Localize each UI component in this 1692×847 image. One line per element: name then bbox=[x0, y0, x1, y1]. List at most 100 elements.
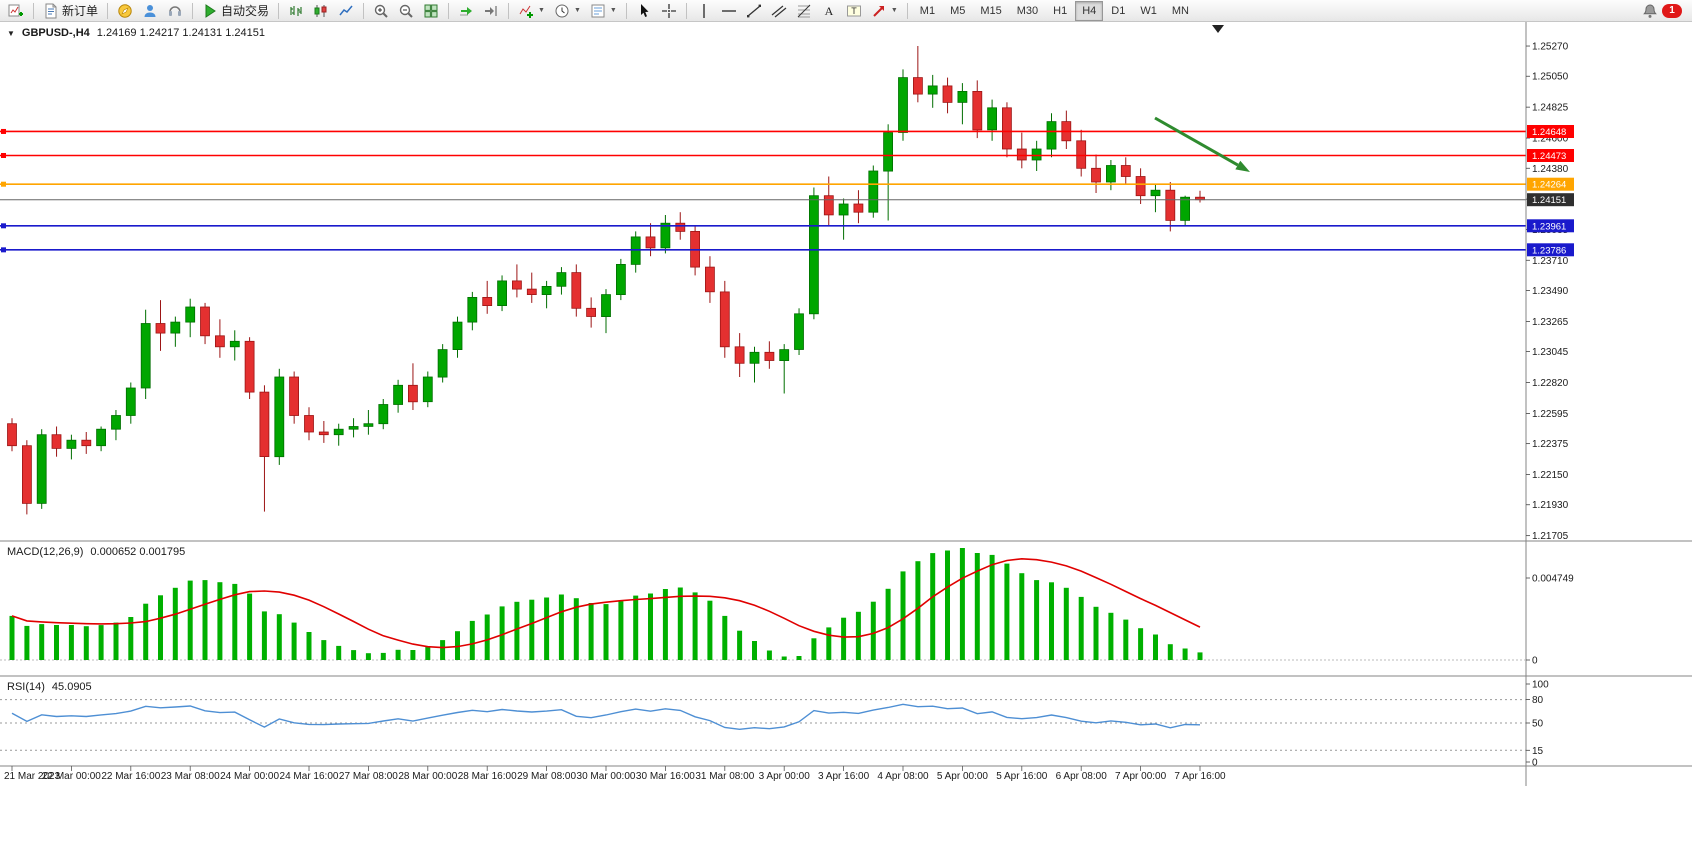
candle-body bbox=[927, 85, 938, 95]
candle-body bbox=[749, 351, 760, 364]
macd-histogram-bar bbox=[945, 550, 950, 660]
dropdown-arrow-icon[interactable]: ▼ bbox=[538, 7, 545, 14]
axis-price-label: 1.25270 bbox=[1532, 42, 1569, 53]
text-label-button[interactable]: T bbox=[842, 0, 866, 22]
zoom-in-button[interactable] bbox=[369, 0, 393, 22]
macd-histogram-bar bbox=[172, 587, 178, 660]
macd-histogram-bar bbox=[24, 625, 30, 660]
rsi-line bbox=[11, 703, 1201, 731]
dropdown-arrow-icon[interactable]: ▼ bbox=[609, 7, 617, 14]
macd-histogram-bar bbox=[766, 650, 772, 660]
toolbar-separator bbox=[625, 2, 627, 19]
tile-windows-button[interactable] bbox=[419, 0, 443, 22]
toolbar-separator bbox=[508, 2, 510, 19]
macd-histogram-bar bbox=[529, 599, 535, 660]
indicators-button[interactable]: ▼ bbox=[514, 0, 549, 22]
dropdown-arrow-icon[interactable]: ▼ bbox=[890, 7, 898, 14]
macd-histogram-bar bbox=[128, 617, 134, 660]
price-line-badge bbox=[1527, 177, 1574, 191]
macd-histogram-bar bbox=[900, 571, 906, 660]
periods-button[interactable]: ▼ bbox=[550, 0, 585, 22]
timeframe-d1-button[interactable]: D1 bbox=[1111, 4, 1126, 17]
candle-body bbox=[616, 263, 626, 295]
equidistant-channel-button[interactable] bbox=[767, 0, 791, 22]
price-panel[interactable] bbox=[0, 22, 1692, 847]
crosshair-button[interactable] bbox=[657, 0, 681, 22]
dropdown-arrow-icon[interactable]: ▼ bbox=[573, 7, 581, 14]
auto-scroll-button[interactable] bbox=[454, 0, 478, 22]
candle-body bbox=[675, 222, 686, 232]
timeframe-m5-button[interactable]: M5 bbox=[950, 4, 966, 17]
trend-arrow-object[interactable] bbox=[1154, 116, 1250, 172]
new-order-button[interactable]: 新订单 bbox=[39, 0, 102, 22]
trendline-button[interactable] bbox=[742, 0, 766, 22]
zoom-out-button[interactable] bbox=[394, 0, 418, 22]
bid-price-badge-text: 1.24151 bbox=[1532, 195, 1566, 206]
macd-histogram-bar bbox=[930, 553, 936, 660]
fibo-icon bbox=[796, 3, 812, 19]
text-button[interactable]: A bbox=[817, 0, 841, 22]
candle-body bbox=[452, 321, 463, 351]
bars-icon bbox=[288, 3, 304, 19]
cursor-button[interactable] bbox=[632, 0, 656, 22]
templates-button[interactable]: ▼ bbox=[586, 0, 621, 22]
line-anchor-handle[interactable] bbox=[1, 247, 6, 253]
line-anchor-handle[interactable] bbox=[1, 181, 6, 187]
axis-price-label: 1.22595 bbox=[1532, 409, 1569, 420]
candle-body bbox=[1180, 196, 1190, 221]
svg-text:A: A bbox=[825, 4, 834, 18]
line-chart-button[interactable] bbox=[334, 0, 358, 22]
macd-scale-label: 0.004749 bbox=[1532, 574, 1574, 585]
timeframe-m30-button[interactable]: M30 bbox=[1016, 4, 1039, 17]
support-button[interactable] bbox=[163, 0, 187, 22]
candle-body bbox=[913, 77, 923, 95]
template-icon bbox=[590, 3, 606, 19]
price-line-badge-text: 1.24648 bbox=[1532, 127, 1566, 138]
notification-badge[interactable]: 1 bbox=[1662, 3, 1682, 18]
candle-chart-button[interactable] bbox=[309, 0, 333, 22]
bars-chart-button[interactable] bbox=[284, 0, 308, 22]
rsi-panel[interactable]: 100 80 50 150 bbox=[0, 680, 1692, 769]
line-anchor-handle[interactable] bbox=[1, 128, 6, 134]
timeframe-m15-button[interactable]: M15 bbox=[980, 4, 1002, 17]
line-anchor-handle[interactable] bbox=[1, 152, 6, 158]
timeframe-h1-button[interactable]: H1 bbox=[1053, 4, 1068, 17]
axis-price-label: 1.21930 bbox=[1532, 500, 1569, 511]
chart-canvas[interactable]: 1.25270 1.25050 1.24825 1.24600 1.24380 1.241… bbox=[0, 22, 1692, 847]
axis-price-label: 1.23045 bbox=[1532, 347, 1569, 358]
candle-body bbox=[660, 222, 671, 249]
chart-shift-marker-icon[interactable] bbox=[1212, 25, 1224, 33]
macd-panel[interactable]: 0.004749 0 bbox=[0, 540, 1692, 677]
metaeditor-button[interactable] bbox=[113, 0, 137, 22]
notifications-bell-icon[interactable] bbox=[1642, 3, 1658, 19]
candle-body bbox=[823, 195, 834, 216]
vertical-line-button[interactable] bbox=[692, 0, 716, 22]
timeframe-h4-button[interactable]: H4 bbox=[1075, 0, 1104, 21]
community-button[interactable] bbox=[138, 0, 162, 22]
fibonacci-button[interactable] bbox=[792, 0, 816, 22]
timeframe-m1-button[interactable]: M1 bbox=[919, 4, 936, 17]
macd-histogram-bar bbox=[648, 593, 653, 660]
macd-histogram-bar bbox=[351, 650, 357, 660]
macd-signal-line bbox=[11, 557, 1201, 649]
axis-price-label: 1.22820 bbox=[1532, 378, 1569, 389]
rsi-scale-label: 80 bbox=[1532, 695, 1544, 706]
line-anchor-handle[interactable] bbox=[1, 223, 6, 229]
new-chart-button[interactable] bbox=[4, 0, 28, 22]
price-scale[interactable]: 1.25270 1.25050 1.24825 1.24600 1.24380 1.241… bbox=[1525, 22, 1574, 786]
arrows-button[interactable]: ▼ bbox=[867, 0, 902, 22]
horizontal-line-button[interactable] bbox=[717, 0, 741, 22]
axis-price-label: 1.23710 bbox=[1532, 256, 1569, 267]
collapse-triangle-icon[interactable]: ▼ bbox=[7, 28, 15, 38]
autotrading-button[interactable]: 自动交易 bbox=[198, 0, 273, 22]
macd-histogram-bar bbox=[915, 561, 921, 660]
macd-histogram-bar bbox=[68, 625, 74, 660]
timeframe-w1-button[interactable]: W1 bbox=[1140, 4, 1157, 17]
candle-body bbox=[66, 439, 77, 449]
timeframe-mn-button[interactable]: MN bbox=[1171, 4, 1189, 17]
macd-histogram-bar bbox=[989, 554, 995, 660]
macd-histogram-bar bbox=[722, 615, 728, 660]
chart-shift-button[interactable] bbox=[479, 0, 503, 22]
macd-histogram-bar bbox=[811, 638, 817, 660]
